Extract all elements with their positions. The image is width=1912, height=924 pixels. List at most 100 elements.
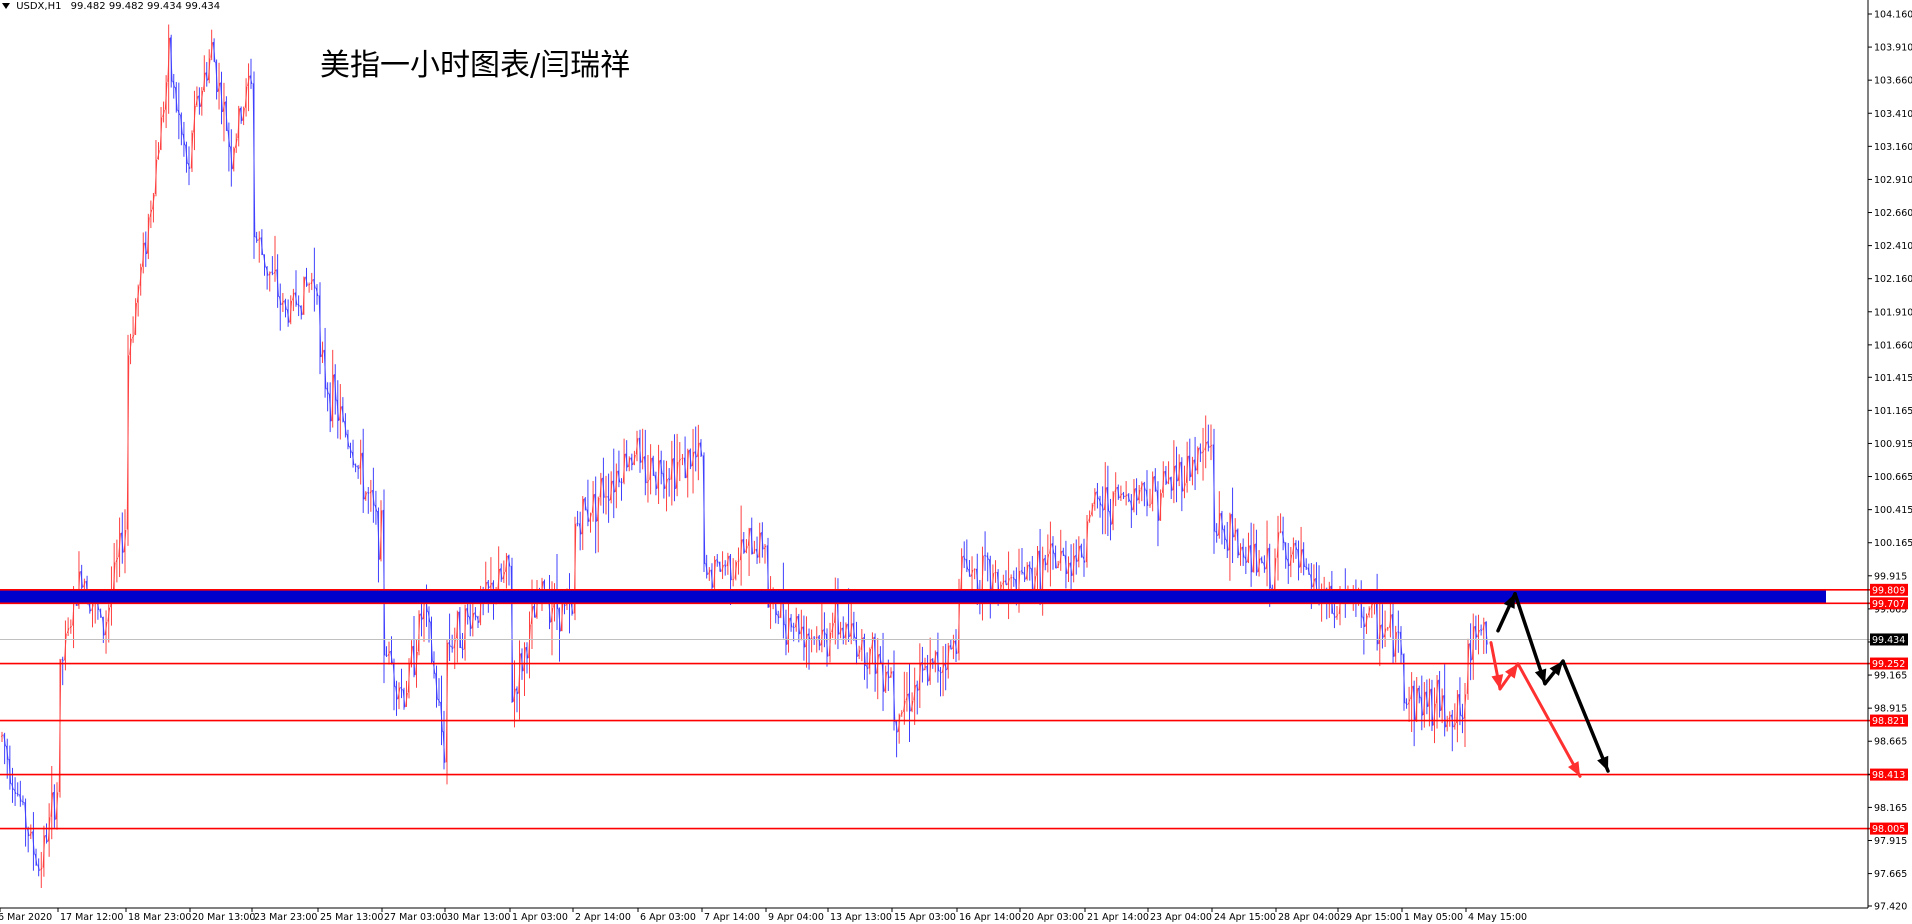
candle-body	[1012, 576, 1016, 580]
collapse-triangle-icon[interactable]	[2, 3, 10, 9]
candle-body	[1466, 643, 1470, 694]
symbol-label: USDX,H1	[16, 1, 62, 12]
candle-body	[1117, 486, 1120, 499]
candle-body	[1051, 543, 1055, 554]
candle-body	[313, 279, 316, 289]
candle-body	[69, 625, 72, 629]
candle-body	[91, 604, 94, 611]
candle-body	[1397, 631, 1400, 633]
candle-body	[949, 645, 953, 650]
candle-body	[1367, 607, 1371, 616]
price-tick-label: 101.415	[1874, 373, 1912, 384]
candle-body	[1119, 493, 1123, 498]
candle-body	[584, 498, 587, 511]
price-tag-label: 99.707	[1872, 599, 1905, 610]
candle-body	[361, 452, 365, 500]
candle-body	[476, 616, 480, 624]
candle-body	[570, 603, 574, 614]
candle-body	[331, 374, 335, 421]
candle-body	[857, 650, 861, 657]
candle-body	[19, 794, 22, 802]
candle-body	[881, 662, 885, 692]
price-tick-label: 100.415	[1874, 505, 1912, 516]
candle-body	[1236, 529, 1240, 556]
candle-body	[66, 628, 70, 634]
candle-body	[1410, 686, 1413, 700]
candle-body	[461, 647, 464, 651]
candle-body	[560, 602, 564, 632]
candle-body	[915, 684, 919, 691]
candle-body	[1225, 539, 1229, 551]
price-tag-label: 98.821	[1872, 716, 1905, 727]
candle-body	[356, 466, 360, 470]
time-tick-label: 27 Mar 03:00	[384, 912, 447, 923]
candle-body	[1231, 513, 1234, 538]
candle-body	[286, 309, 290, 323]
candle-body	[1212, 444, 1216, 532]
time-tick-label: 6 Apr 03:00	[640, 912, 696, 923]
candle-body	[164, 82, 168, 110]
candle-body	[900, 711, 903, 715]
candle-body	[763, 545, 767, 550]
price-tick-label: 102.910	[1874, 175, 1912, 186]
candle-body	[232, 148, 236, 169]
black-arrow-segment	[1561, 659, 1610, 773]
candle-body	[633, 454, 636, 465]
price-tick-label: 97.420	[1874, 902, 1907, 913]
candle-body	[550, 608, 554, 623]
price-tick-label: 99.165	[1874, 671, 1907, 682]
candle-body	[1090, 504, 1094, 515]
price-tick-label: 98.915	[1874, 704, 1907, 715]
candle-body	[1093, 492, 1097, 505]
candle-body	[844, 624, 848, 638]
candle-body	[936, 651, 940, 672]
candle-body	[1028, 564, 1032, 569]
candle-body	[918, 662, 922, 691]
candle-body	[1154, 476, 1157, 492]
candle-body	[1062, 550, 1065, 557]
candle-body	[1477, 629, 1480, 638]
candle-body	[970, 569, 974, 577]
candle-body	[1204, 441, 1207, 451]
candle-body	[1423, 692, 1426, 716]
candle-body	[278, 296, 282, 306]
candle-body	[638, 437, 642, 463]
candle-body	[1453, 723, 1457, 727]
candle-body	[1220, 512, 1224, 530]
time-tick-label: 1 May 05:00	[1404, 912, 1463, 923]
candle-body	[1199, 447, 1202, 454]
candle-body	[1169, 477, 1173, 491]
candle-body	[40, 867, 43, 871]
candle-body	[789, 617, 793, 628]
candle-body	[1145, 489, 1149, 506]
candle-body	[895, 721, 898, 733]
candle-body	[1405, 702, 1408, 706]
time-tick-label: 17 Mar 12:00	[60, 912, 123, 923]
candle-body	[1260, 558, 1264, 564]
candle-body	[1137, 489, 1141, 500]
candle-body	[807, 633, 811, 640]
candle-body	[1038, 550, 1042, 596]
candle-body	[430, 621, 433, 662]
candle-body	[239, 107, 243, 122]
candles-layer	[0, 24, 1488, 888]
candle-body	[1080, 545, 1083, 558]
candle-body	[753, 549, 756, 554]
chart-header: USDX,H1 99.482 99.482 99.434 99.434	[2, 1, 220, 12]
candle-body	[0, 734, 4, 737]
candle-body	[310, 279, 314, 285]
candle-body	[289, 300, 293, 323]
candle-body	[260, 237, 264, 255]
candle-body	[305, 276, 308, 286]
candle-body	[586, 509, 590, 522]
red-arrow-head	[1504, 663, 1518, 679]
overlay-layer	[0, 589, 1870, 830]
red-arrow-head	[1491, 674, 1504, 689]
candle-body	[934, 652, 937, 663]
candle-body	[1310, 574, 1313, 588]
price-tag-label: 98.413	[1872, 770, 1905, 781]
candle-body	[1391, 614, 1395, 657]
candle-body	[1456, 694, 1459, 724]
